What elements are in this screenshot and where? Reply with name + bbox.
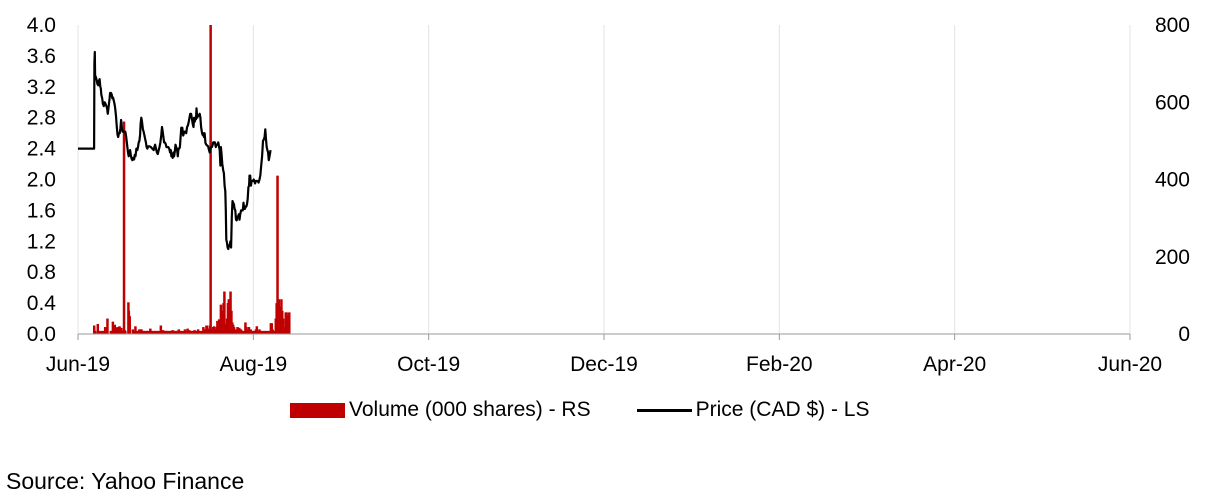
source-note: Source: Yahoo Finance (6, 468, 245, 494)
price-volume-chart: Jun-19 Aug-19 Oct-19 Dec-19 Feb-20 Apr-20 Jun-… (27, 14, 1190, 376)
y-left-tick-label: 0.4 (27, 292, 57, 315)
volume-bar (281, 318, 285, 334)
volume-bar (263, 330, 266, 334)
volume-bar (122, 121, 126, 334)
volume-bar (276, 175, 279, 334)
volume-bar (252, 330, 255, 334)
y-left-tick-label: 0.0 (27, 323, 56, 346)
y-left-tick-label: 1.2 (27, 230, 56, 253)
volume-bar (288, 312, 291, 334)
volume-bar (203, 329, 207, 334)
volume-bar (93, 330, 97, 334)
y-left-tick-label: 3.2 (27, 76, 56, 99)
volume-bar (278, 306, 281, 334)
y-left-tick-label: 2.0 (27, 169, 56, 192)
volume-bars (92, 25, 291, 334)
volume-bar (183, 329, 187, 334)
volume-bar (197, 330, 201, 334)
x-tick-label: Dec-19 (570, 353, 638, 376)
volume-bar (180, 330, 183, 334)
axes (77, 333, 1131, 340)
legend-item-volume: Volume (000 shares) - RS (290, 398, 591, 422)
volume-bar (267, 330, 271, 334)
volume-bar (101, 330, 105, 334)
y-right-tick-label: 200 (1155, 246, 1190, 269)
volume-bar (124, 330, 127, 334)
y-right-tick-label: 400 (1155, 169, 1190, 192)
y-left-tick-label: 1.6 (27, 199, 56, 222)
volume-bar (120, 327, 123, 334)
legend-label-price: Price (CAD $) - LS (695, 398, 870, 421)
y-left-tick-label: 2.8 (27, 107, 56, 130)
volume-bar (96, 323, 100, 334)
legend-swatch-price (636, 408, 692, 412)
y-left-tick-label: 0.8 (27, 261, 56, 284)
vertical-gridlines (77, 25, 1131, 334)
volume-bar (193, 330, 196, 334)
volume-bar (242, 330, 245, 334)
volume-bar (97, 330, 101, 334)
x-tick-label: Apr-20 (923, 353, 986, 376)
volume-bar (155, 330, 158, 334)
volume-bar (260, 330, 264, 334)
volume-bar (92, 325, 96, 334)
volume-bar (255, 326, 259, 334)
volume-bar (266, 330, 269, 334)
volume-bar (271, 329, 274, 334)
y-left-tick-label: 2.4 (27, 138, 57, 161)
legend-item-price: Price (CAD $) - LS (636, 398, 870, 422)
x-tick-label: Aug-19 (219, 353, 287, 376)
x-tick-label: Jun-20 (1098, 353, 1162, 376)
y-left-tick-label: 3.6 (27, 45, 56, 68)
y-right-tick-label: 0 (1178, 323, 1190, 346)
volume-bar (159, 325, 163, 334)
price-line (78, 50, 272, 251)
tick-labels: Jun-19 Aug-19 Oct-19 Dec-19 Feb-20 Apr-20 Jun-… (27, 14, 1190, 376)
x-tick-label: Jun-19 (46, 353, 110, 376)
volume-bar (199, 330, 202, 334)
price-line-path (78, 50, 272, 251)
volume-bar (157, 330, 160, 334)
volume-bar (128, 316, 131, 334)
volume-bar (151, 330, 154, 334)
volume-bar (106, 318, 109, 334)
x-tick-label: Oct-19 (397, 353, 460, 376)
volume-bar (232, 327, 236, 334)
volume-bar (134, 326, 137, 334)
volume-bar (188, 330, 192, 334)
volume-bar (146, 330, 150, 334)
volume-bar (247, 327, 251, 334)
legend: Volume (000 shares) - RS Price (CAD $) -… (290, 398, 915, 422)
volume-bar (140, 329, 143, 334)
volume-bar (270, 323, 273, 334)
y-right-tick-label: 800 (1155, 14, 1190, 37)
volume-bar (223, 291, 226, 334)
legend-label-volume: Volume (000 shares) - RS (349, 398, 591, 421)
y-right-tick-label: 600 (1155, 91, 1190, 114)
volume-bar (132, 330, 135, 334)
volume-bar (103, 327, 107, 334)
volume-bar (181, 330, 185, 334)
y-left-tick-label: 4.0 (27, 14, 56, 37)
x-tick-label: Feb-20 (746, 353, 813, 376)
volume-bar (209, 25, 212, 334)
legend-swatch-volume (290, 402, 345, 418)
